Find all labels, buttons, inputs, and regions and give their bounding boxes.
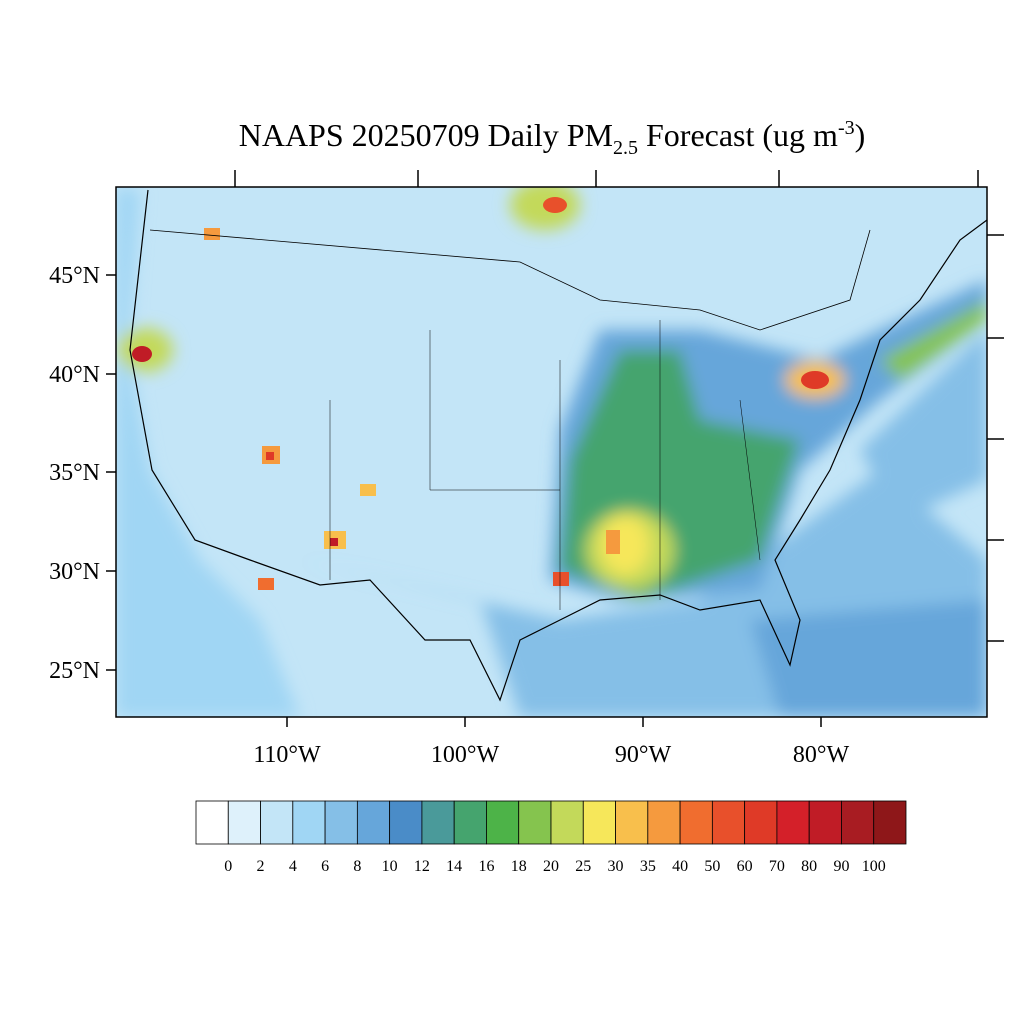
title-sub: 2.5 <box>613 137 638 159</box>
color-box <box>195 800 229 845</box>
colorbar-label: 0 <box>224 858 232 875</box>
color-box <box>292 800 326 845</box>
lon-label: 90°W <box>615 742 672 768</box>
colorbar-label: 14 <box>446 858 462 875</box>
colorbar-label: 18 <box>511 858 527 875</box>
color-box <box>453 800 487 845</box>
color-box <box>776 800 810 845</box>
color-box <box>421 800 455 845</box>
lat-label: 35°N <box>49 460 100 486</box>
colorbar-label: 70 <box>769 858 785 875</box>
color-box <box>647 800 681 845</box>
lat-label: 30°N <box>49 559 100 585</box>
lat-label: 40°N <box>49 362 100 388</box>
title-sup: -3 <box>838 117 855 139</box>
color-box <box>550 800 584 845</box>
colorbar-label: 35 <box>640 858 656 875</box>
colorbar-label: 8 <box>353 858 361 875</box>
title-main: NAAPS 20250709 Daily PM <box>239 117 613 153</box>
color-box <box>356 800 391 845</box>
lon-label: 100°W <box>431 742 500 768</box>
lon-label: 110°W <box>253 742 321 768</box>
lon-label: 80°W <box>793 742 850 768</box>
map-field <box>116 187 987 717</box>
color-box <box>744 800 778 845</box>
color-box <box>518 800 552 845</box>
color-box <box>260 800 294 845</box>
colorbar-label: 10 <box>382 858 398 875</box>
colorbar-label: 40 <box>672 858 688 875</box>
colorbar-label: 20 <box>543 858 559 875</box>
color-box <box>873 800 907 845</box>
colorbar-label: 25 <box>575 858 591 875</box>
color-box <box>679 800 713 845</box>
color-box <box>808 800 842 845</box>
colorbar-label: 60 <box>737 858 753 875</box>
lat-label: 25°N <box>49 658 100 684</box>
colorbar-label: 6 <box>321 858 329 875</box>
lat-label: 45°N <box>49 263 100 289</box>
title: NAAPS 20250709 Daily PM2.5 Forecast (ug … <box>239 117 866 159</box>
ticks <box>106 170 1004 727</box>
color-box <box>486 800 520 845</box>
map-frame <box>115 186 988 718</box>
colorbar-label: 4 <box>289 858 297 875</box>
colorbar-label: 12 <box>414 858 430 875</box>
color-box <box>389 800 423 845</box>
title-mid: Forecast (ug m <box>638 117 838 153</box>
color-box <box>227 800 261 845</box>
color-box <box>324 800 358 845</box>
color-box <box>615 800 649 845</box>
colorbar-label: 80 <box>801 858 817 875</box>
colorbar-label: 50 <box>704 858 720 875</box>
title-end: ) <box>855 117 866 153</box>
color-box <box>841 800 875 845</box>
colorbar-label: 100 <box>862 858 886 875</box>
color-box <box>711 800 746 845</box>
colorbar-label: 2 <box>257 858 265 875</box>
colorbar-label: 90 <box>833 858 849 875</box>
colorbar-label: 30 <box>608 858 624 875</box>
color-box <box>582 800 616 845</box>
colorbar-label: 16 <box>478 858 494 875</box>
